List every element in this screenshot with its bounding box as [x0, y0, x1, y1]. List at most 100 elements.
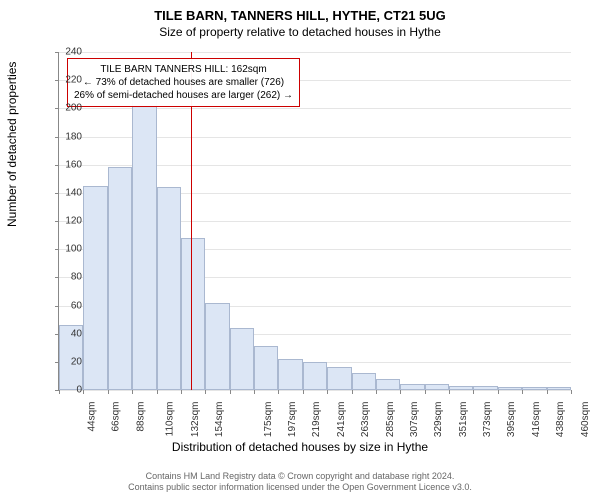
ytick-mark [55, 277, 59, 278]
histogram-bar [303, 362, 327, 390]
ytick-label: 200 [65, 103, 82, 114]
ytick-label: 140 [65, 187, 82, 198]
histogram-bar [254, 346, 278, 390]
xtick-label: 44sqm [87, 402, 98, 432]
ytick-mark [55, 52, 59, 53]
histogram-bar [400, 384, 424, 390]
xtick-mark [327, 390, 328, 394]
ytick-label: 240 [65, 47, 82, 58]
ytick-mark [55, 221, 59, 222]
xtick-mark [571, 390, 572, 394]
xtick-mark [157, 390, 158, 394]
xtick-label: 66sqm [111, 402, 122, 432]
histogram-bar [473, 386, 497, 390]
gridline [59, 52, 571, 53]
histogram-bar [522, 387, 546, 390]
xtick-label: 416sqm [531, 402, 542, 438]
y-axis-label: Number of detached properties [5, 62, 19, 227]
gridline [59, 390, 571, 391]
histogram-bar [108, 167, 132, 390]
xtick-mark [205, 390, 206, 394]
histogram-bar [498, 387, 522, 390]
ytick-label: 20 [71, 356, 82, 367]
ytick-mark [55, 249, 59, 250]
ytick-label: 180 [65, 131, 82, 142]
histogram-bar [132, 98, 156, 390]
ytick-mark [55, 108, 59, 109]
ytick-label: 100 [65, 244, 82, 255]
xtick-label: 88sqm [135, 402, 146, 432]
xtick-mark [547, 390, 548, 394]
ytick-mark [55, 137, 59, 138]
xtick-label: 351sqm [458, 402, 469, 438]
ytick-label: 60 [71, 300, 82, 311]
xtick-mark [449, 390, 450, 394]
histogram-bar [352, 373, 376, 390]
xtick-mark [376, 390, 377, 394]
xtick-mark [352, 390, 353, 394]
xtick-label: 219sqm [312, 402, 323, 438]
ytick-mark [55, 165, 59, 166]
xtick-label: 395sqm [507, 402, 518, 438]
histogram-bar [547, 387, 571, 390]
xtick-label: 132sqm [190, 402, 201, 438]
xtick-mark [400, 390, 401, 394]
footer-line2: Contains public sector information licen… [0, 482, 600, 494]
ytick-label: 120 [65, 216, 82, 227]
histogram-bar [376, 379, 400, 390]
xtick-mark [254, 390, 255, 394]
ytick-label: 160 [65, 159, 82, 170]
annotation-line: 26% of semi-detached houses are larger (… [74, 89, 293, 102]
annotation-line: ← 73% of detached houses are smaller (72… [74, 76, 293, 89]
xtick-mark [278, 390, 279, 394]
ytick-mark [55, 80, 59, 81]
histogram-bar [230, 328, 254, 390]
histogram-bar [181, 238, 205, 390]
ytick-label: 220 [65, 75, 82, 86]
xtick-mark [303, 390, 304, 394]
ytick-label: 0 [76, 385, 82, 396]
ytick-mark [55, 193, 59, 194]
xtick-label: 460sqm [580, 402, 591, 438]
xtick-mark [230, 390, 231, 394]
xtick-mark [132, 390, 133, 394]
histogram-bar [157, 187, 181, 390]
chart-container: TILE BARN, TANNERS HILL, HYTHE, CT21 5UG… [0, 0, 600, 500]
xtick-label: 285sqm [385, 402, 396, 438]
xtick-mark [425, 390, 426, 394]
xtick-mark [83, 390, 84, 394]
xtick-label: 307sqm [409, 402, 420, 438]
x-axis-label: Distribution of detached houses by size … [0, 440, 600, 454]
xtick-mark [498, 390, 499, 394]
xtick-mark [59, 390, 60, 394]
xtick-label: 438sqm [555, 402, 566, 438]
ytick-mark [55, 306, 59, 307]
xtick-label: 241sqm [336, 402, 347, 438]
xtick-mark [108, 390, 109, 394]
histogram-bar [205, 303, 229, 390]
xtick-mark [181, 390, 182, 394]
xtick-label: 373sqm [482, 402, 493, 438]
histogram-bar [83, 186, 107, 390]
xtick-label: 263sqm [360, 402, 371, 438]
xtick-label: 329sqm [433, 402, 444, 438]
xtick-label: 197sqm [287, 402, 298, 438]
histogram-bar [449, 386, 473, 390]
ytick-label: 80 [71, 272, 82, 283]
chart-subtitle: Size of property relative to detached ho… [0, 25, 600, 39]
histogram-bar [278, 359, 302, 390]
plot-area: TILE BARN TANNERS HILL: 162sqm← 73% of d… [58, 52, 571, 391]
xtick-label: 110sqm [164, 402, 175, 437]
histogram-bar [327, 367, 351, 390]
chart-title: TILE BARN, TANNERS HILL, HYTHE, CT21 5UG [0, 0, 600, 23]
xtick-label: 154sqm [214, 402, 225, 438]
footer-line1: Contains HM Land Registry data © Crown c… [0, 471, 600, 483]
xtick-mark [473, 390, 474, 394]
annotation-box: TILE BARN TANNERS HILL: 162sqm← 73% of d… [67, 58, 300, 107]
ytick-label: 40 [71, 328, 82, 339]
footer: Contains HM Land Registry data © Crown c… [0, 471, 600, 494]
xtick-mark [522, 390, 523, 394]
xtick-label: 175sqm [263, 402, 274, 438]
histogram-bar [425, 384, 449, 390]
annotation-line: TILE BARN TANNERS HILL: 162sqm [74, 63, 293, 76]
